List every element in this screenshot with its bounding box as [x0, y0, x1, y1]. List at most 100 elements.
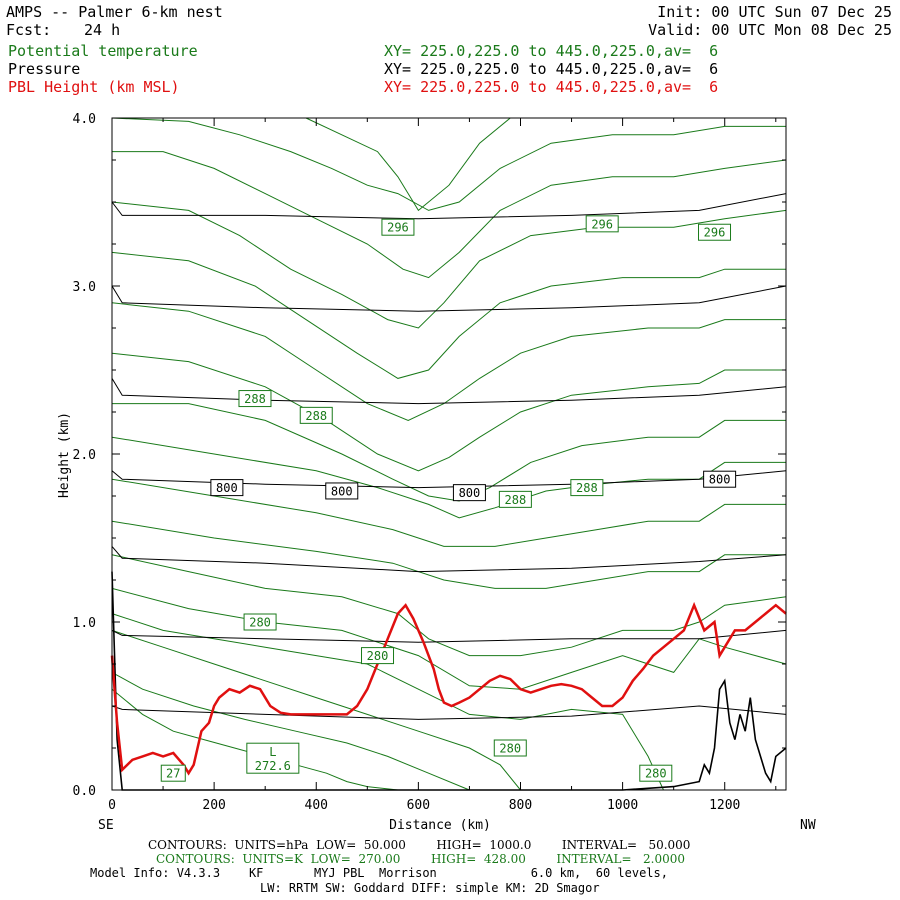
x-axis-left-end: SE	[98, 818, 114, 833]
footer-theta-contours: CONTOURS: UNITS=K LOW= 270.00 HIGH= 428.…	[156, 852, 685, 866]
theta-label-2: 296	[698, 223, 732, 241]
pressure-contour-2	[111, 546, 787, 573]
theta-label-2-box	[698, 223, 732, 241]
low-marker-box	[246, 742, 300, 774]
low-marker-value: 272.6	[255, 759, 291, 773]
pressure-label-0-box	[210, 479, 244, 497]
theta-label-11-text: 27	[166, 767, 180, 781]
theta-label-11: 27	[160, 764, 186, 782]
x-tick-label-0: 0	[108, 798, 116, 813]
footer-model-info: Model Info: V4.3.3 KF MYJ PBL Morrison 6…	[90, 866, 668, 880]
pressure-contour-0	[111, 705, 787, 720]
theta-label-1-text: 296	[591, 217, 613, 231]
theta-contour-8	[111, 436, 786, 519]
valid-time: Valid: 00 UTC Mon 08 Dec 25	[648, 21, 892, 39]
pressure-label-2-text: 800	[459, 486, 481, 500]
theta-contour-16	[305, 117, 511, 212]
theta-label-9-text: 280	[499, 742, 521, 756]
theta-contour-10	[111, 352, 786, 472]
pressure-label-0-text: 800	[216, 481, 238, 495]
theta-label-8-text: 280	[367, 649, 389, 663]
x-tick-label-5: 1000	[607, 798, 638, 813]
theta-label-0-box	[381, 218, 415, 236]
pressure-label-2: 800	[452, 484, 486, 502]
theta-label-2-text: 296	[704, 226, 726, 240]
forecast-label: Fcst:	[6, 21, 52, 39]
theta-label-6-box	[570, 479, 604, 497]
pressure-contour-4	[111, 378, 787, 405]
y-tick-label-1: 1.0	[73, 616, 96, 631]
theta-label-6: 288	[570, 479, 604, 497]
theta-contour-12	[111, 251, 786, 379]
pressure-label-1-box	[325, 482, 359, 500]
field-name-pbl: PBL Height (km MSL)	[8, 78, 180, 96]
x-tick-label-2: 400	[305, 798, 328, 813]
x-axis-label: Distance (km)	[389, 818, 491, 833]
terrain-line	[111, 571, 787, 791]
pressure-label-1: 800	[325, 482, 359, 500]
low-marker-letter: L	[269, 745, 276, 759]
theta-contour-2	[111, 629, 521, 791]
theta-contour-7	[111, 478, 786, 547]
x-tick-label-1: 200	[202, 798, 225, 813]
theta-label-0-text: 296	[387, 221, 409, 235]
theta-contour-1	[111, 671, 470, 791]
theta-label-1-box	[585, 215, 619, 233]
theta-contour-15	[111, 117, 786, 211]
y-tick-label-2: 2.0	[73, 448, 96, 463]
theta-label-11-box	[160, 764, 186, 782]
theta-label-9: 280	[493, 739, 527, 757]
terrain-path	[111, 571, 787, 791]
pressure-contour-1	[111, 629, 787, 643]
theta-label-8-box	[361, 647, 395, 665]
theta-label-5: 288	[498, 490, 532, 508]
pressure-label-3: 800	[703, 470, 737, 488]
pressure-label-3-box	[703, 470, 737, 488]
theta-label-3-box	[238, 390, 272, 408]
theta-contour-3	[111, 613, 664, 791]
theta-label-4: 288	[299, 406, 333, 424]
theta-label-10-text: 280	[645, 767, 667, 781]
pressure-contours	[111, 193, 787, 720]
contour-labels: 800 800 800 800 296 296 296 288 288 288 288 280 280 2…	[160, 215, 737, 782]
theta-label-7-box	[243, 613, 277, 631]
theta-contour-6	[111, 520, 786, 589]
theta-contour-5	[111, 554, 787, 657]
theta-label-4-text: 288	[305, 409, 327, 423]
pressure-contour-5	[111, 285, 787, 312]
pbl-height-path	[110, 601, 787, 776]
theta-label-7-text: 280	[249, 616, 271, 630]
theta-label-8: 280	[361, 647, 395, 665]
theta-label-4-box	[299, 406, 333, 424]
pbl-height-line	[110, 601, 787, 776]
pressure-label-0: 800	[210, 479, 244, 497]
theta-label-6-text: 288	[576, 481, 598, 495]
y-tick-label-0: 0.0	[73, 784, 96, 799]
pressure-contour-3	[111, 470, 787, 489]
x-tick-label-4: 800	[509, 798, 532, 813]
forecast-value: 24 h	[84, 21, 121, 39]
field-xy-pbl: XY= 225.0,225.0 to 445.0,225.0,av= 6	[384, 78, 719, 96]
theta-label-10: 280	[639, 764, 673, 782]
theta-label-3: 288	[238, 390, 272, 408]
x-axis-right-end: NW	[800, 818, 816, 833]
field-xy-theta: XY= 225.0,225.0 to 445.0,225.0,av= 6	[384, 42, 719, 60]
pressure-label-3-text: 800	[709, 473, 731, 487]
theta-contour-0	[111, 688, 398, 791]
y-axis-label: Height (km)	[57, 412, 72, 498]
theta-label-5-text: 288	[505, 493, 527, 507]
theta-contours	[111, 117, 787, 791]
theta-label-1: 296	[585, 215, 619, 233]
pressure-label-2-box	[452, 484, 486, 502]
x-tick-label-3: 600	[407, 798, 430, 813]
field-xy-pressure: XY= 225.0,225.0 to 445.0,225.0,av= 6	[384, 60, 719, 78]
pressure-label-1-text: 800	[331, 484, 353, 498]
theta-contour-11	[111, 302, 786, 421]
theta-label-9-box	[493, 739, 527, 757]
field-name-pressure: Pressure	[8, 60, 81, 78]
footer-pressure-contours: CONTOURS: UNITS=hPa LOW= 50.000 HIGH= 10…	[148, 838, 691, 852]
chart-title: AMPS -- Palmer 6-km nest	[6, 3, 223, 21]
x-tick-label-6: 1200	[709, 798, 740, 813]
